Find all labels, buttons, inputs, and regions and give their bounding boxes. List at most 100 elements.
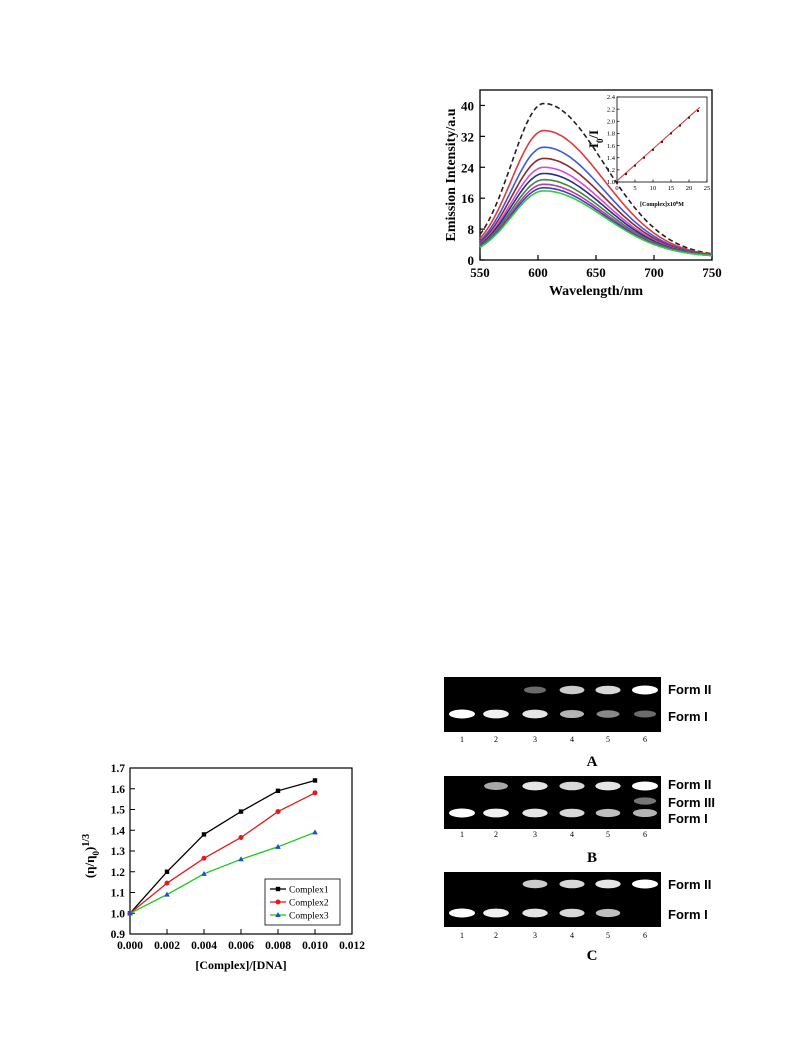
gel-band-form-2 bbox=[632, 879, 658, 889]
gel-band-form-1 bbox=[559, 908, 585, 918]
inset-x-tick-label: 5 bbox=[633, 185, 636, 192]
inset-x-tick-label: 15 bbox=[668, 185, 675, 192]
gel-lane-number: 1 bbox=[460, 830, 464, 839]
inset-data-point bbox=[652, 148, 654, 151]
gel-band-form-1 bbox=[449, 709, 475, 719]
gel-panel-letter: B bbox=[587, 850, 597, 866]
viscosity-y-tick-label: 1.1 bbox=[111, 888, 126, 900]
viscosity-data-point bbox=[238, 856, 244, 862]
gel-lane-number: 4 bbox=[570, 931, 574, 940]
emission-y-tick-label: 16 bbox=[461, 191, 475, 206]
viscosity-data-point bbox=[238, 809, 244, 814]
gel-band-form-1 bbox=[522, 808, 548, 818]
legend-swatch-marker bbox=[275, 899, 281, 905]
legend-entry-2: Complex2 bbox=[289, 899, 329, 909]
viscosity-y-tick-label: 1.3 bbox=[111, 846, 126, 858]
legend-swatch-marker bbox=[275, 886, 281, 892]
inset-x-tick-label: 0 bbox=[615, 185, 618, 192]
gel-lane-number: 6 bbox=[643, 830, 647, 839]
gel-lane-number: 2 bbox=[494, 931, 498, 940]
emission-x-tick-label: 750 bbox=[702, 265, 722, 280]
viscosity-data-point bbox=[201, 832, 207, 837]
inset-y-tick-label: 2.4 bbox=[607, 94, 616, 101]
inset-data-point bbox=[688, 116, 690, 119]
gel-band-form-1 bbox=[596, 710, 620, 718]
gel-band-form-1 bbox=[483, 709, 509, 719]
gel-lane-number: 2 bbox=[494, 830, 498, 839]
viscosity-x-tick-label: 0.006 bbox=[228, 940, 254, 952]
gel-band-form-1 bbox=[522, 709, 548, 719]
gel-lane-number: 4 bbox=[570, 735, 574, 744]
viscosity-x-tick-label: 0.010 bbox=[302, 940, 328, 952]
gel-panel-c bbox=[444, 872, 661, 927]
gel-lane-number: 5 bbox=[606, 830, 610, 839]
inset-data-point bbox=[670, 132, 672, 135]
emission-x-tick-label: 550 bbox=[470, 265, 490, 280]
emission-y-tick-label: 32 bbox=[461, 129, 474, 144]
emission-curve-10 bbox=[479, 190, 713, 257]
gel-panel-letter: A bbox=[587, 754, 598, 770]
viscosity-data-point bbox=[312, 790, 318, 796]
inset-y-tick-label: 1.8 bbox=[607, 131, 615, 138]
inset-y-tick-label: 1.0 bbox=[607, 179, 615, 186]
inset-data-point bbox=[643, 156, 645, 159]
viscosity-data-point bbox=[275, 809, 281, 815]
gel-lane-number: 3 bbox=[533, 931, 537, 940]
emission-curve-4 bbox=[479, 157, 713, 256]
gel-band-form-1 bbox=[595, 808, 621, 818]
inset-data-point bbox=[634, 164, 636, 167]
viscosity-data-point bbox=[312, 829, 318, 835]
viscosity-data-point bbox=[164, 880, 170, 886]
gel-lane-number: 1 bbox=[460, 735, 464, 744]
gel-band-form-2 bbox=[522, 879, 548, 889]
viscosity-y-tick-label: 0.9 bbox=[111, 929, 126, 941]
gel-lane-number: 3 bbox=[533, 735, 537, 744]
inset-x-axis-label: [Complex]x106M bbox=[640, 200, 684, 209]
viscosity-y-tick-label: 1.2 bbox=[111, 867, 126, 879]
gel-band-form-2 bbox=[559, 685, 585, 695]
inset-x-tick-label: 25 bbox=[704, 185, 711, 192]
viscosity-data-point bbox=[127, 910, 133, 916]
viscosity-data-point bbox=[164, 869, 170, 874]
legend-entry-3: Complex3 bbox=[289, 912, 329, 922]
gel-panel-letter: C bbox=[587, 948, 598, 964]
inset-y-axis-label: I0/I bbox=[586, 130, 605, 148]
gel-panel-a bbox=[444, 677, 661, 732]
viscosity-data-point bbox=[275, 843, 281, 849]
emission-y-tick-label: 0 bbox=[468, 253, 475, 268]
viscosity-data-point bbox=[275, 788, 281, 794]
viscosity-data-point bbox=[164, 891, 170, 897]
gel-band-form-2 bbox=[522, 781, 548, 791]
gel-band-form-1 bbox=[449, 908, 475, 918]
viscosity-x-tick-label: 0.000 bbox=[117, 940, 143, 952]
inset-y-tick-label: 1.2 bbox=[607, 167, 615, 174]
gel-band-form-3 bbox=[633, 797, 657, 805]
gel-lane-number: 6 bbox=[643, 931, 647, 940]
emission-x-tick-label: 650 bbox=[586, 265, 606, 280]
viscosity-y-tick-label: 1.6 bbox=[111, 784, 126, 796]
gel-band-label: Form I bbox=[668, 709, 708, 724]
gel-lane-number: 5 bbox=[606, 735, 610, 744]
emission-curve-1 bbox=[479, 102, 713, 255]
viscosity-x-tick-label: 0.012 bbox=[339, 940, 365, 952]
gel-lane-number: 3 bbox=[533, 830, 537, 839]
gel-lane-number: 5 bbox=[606, 931, 610, 940]
emission-x-tick-label: 700 bbox=[644, 265, 664, 280]
gel-panel-c-image: Form II Form I 1 2 3 4 5 6 C bbox=[449, 877, 711, 964]
gel-band-label: Form II bbox=[668, 682, 711, 697]
emission-y-axis-label: Emission Intensity/a.u bbox=[444, 108, 459, 241]
viscosity-data-point bbox=[312, 778, 318, 783]
gel-band-label: Form I bbox=[668, 811, 708, 826]
gel-band-form-1 bbox=[559, 709, 585, 719]
inset-y-tick-label: 1.6 bbox=[607, 143, 616, 150]
viscosity-data-point bbox=[201, 870, 207, 876]
gel-band-label: Form III bbox=[668, 795, 715, 810]
gel-lane-number: 6 bbox=[643, 735, 647, 744]
gel-band-form-1 bbox=[559, 808, 585, 818]
gel-panel-a-image: Form II Form I 1 2 3 4 5 6 A bbox=[449, 682, 711, 770]
inset-x-tick-label: 10 bbox=[650, 185, 657, 192]
gel-band-form-2 bbox=[559, 781, 585, 791]
viscosity-x-axis-label: [Complex]/[DNA] bbox=[195, 958, 286, 972]
gel-band-form-1 bbox=[483, 808, 509, 818]
